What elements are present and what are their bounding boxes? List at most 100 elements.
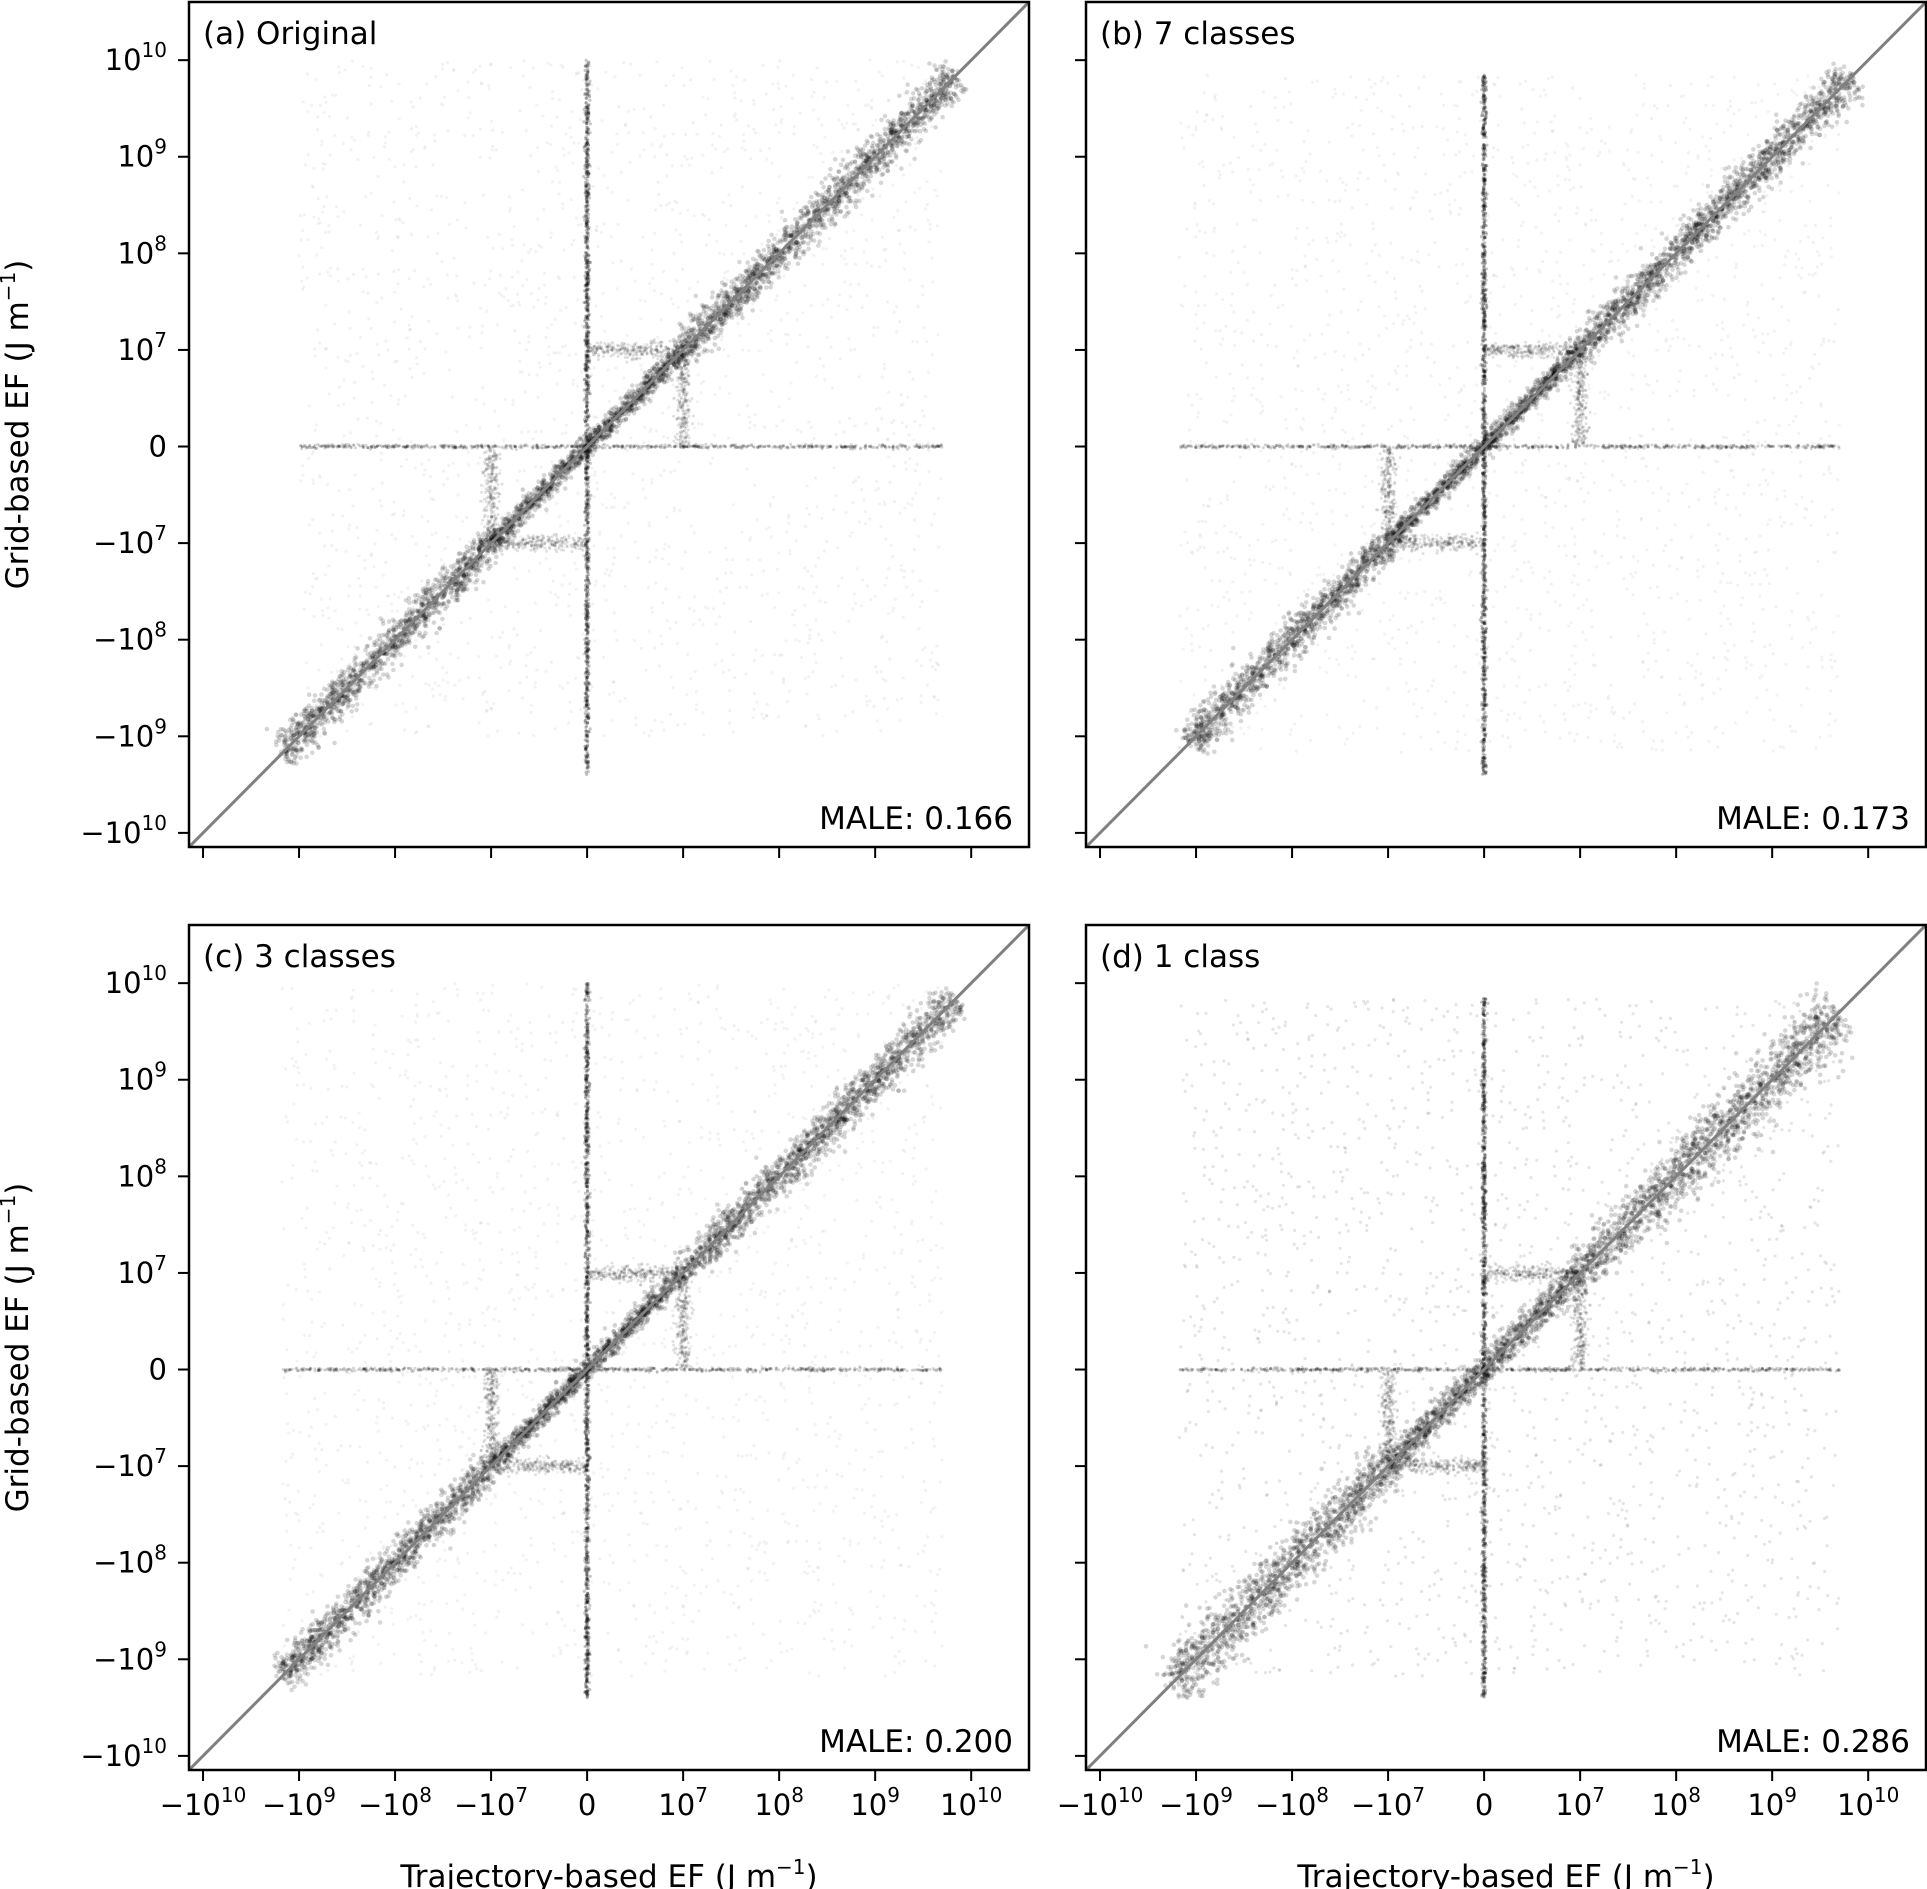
scatter-point: [342, 700, 347, 705]
scatter-point: [752, 127, 756, 131]
scatter-point: [507, 527, 512, 533]
scatter-point: [807, 224, 813, 230]
scatter-point: [343, 359, 347, 363]
scatter-point: [331, 513, 335, 517]
scatter-point: [454, 582, 460, 587]
scatter-point: [701, 95, 705, 99]
scatter-point: [318, 701, 322, 705]
scatter-point: [469, 552, 475, 558]
scatter-point: [343, 694, 349, 700]
scatter-point: [346, 697, 350, 701]
scatter-point: [456, 493, 460, 497]
scatter-point: [391, 627, 396, 633]
scatter-point: [706, 97, 710, 101]
scatter-point: [441, 678, 445, 682]
scatter-point: [909, 503, 913, 507]
scatter-point: [937, 64, 943, 69]
scatter-point: [346, 594, 350, 598]
scatter-point: [817, 239, 822, 244]
scatter-point: [803, 566, 807, 570]
scatter-point: [699, 391, 703, 395]
scatter-point: [875, 143, 880, 148]
scatter-point: [565, 470, 570, 476]
scatter-point: [628, 62, 633, 66]
scatter-point: [665, 354, 671, 360]
scatter-point: [567, 151, 571, 155]
scatter-point: [606, 186, 610, 190]
scatter-point: [648, 429, 652, 433]
scatter-point: [805, 484, 809, 488]
scatter-point: [430, 532, 434, 537]
scatter-point: [850, 607, 855, 611]
scatter-point: [452, 67, 456, 71]
scatter-point: [688, 163, 692, 167]
scatter-point: [933, 125, 938, 130]
scatter-point: [837, 293, 842, 297]
scatter-point: [942, 93, 947, 99]
scatter-point: [423, 146, 427, 150]
scatter-point: [574, 587, 578, 591]
scatter-point: [641, 131, 645, 135]
scatter-point: [634, 716, 638, 720]
scatter-point: [660, 365, 664, 369]
scatter-point: [557, 514, 561, 519]
scatter-point: [768, 270, 772, 274]
scatter-point: [709, 461, 713, 466]
scatter-point: [302, 738, 308, 744]
scatter-point: [623, 123, 628, 128]
scatter-point: [327, 224, 331, 228]
scatter-point: [516, 610, 520, 614]
scatter-point: [484, 709, 488, 713]
scatter-point: [772, 236, 777, 241]
scatter-point: [313, 725, 319, 731]
scatter-point: [878, 180, 884, 186]
scatter-point: [364, 195, 368, 199]
scatter-point: [915, 123, 920, 127]
scatter-point: [899, 564, 903, 568]
scatter-point: [911, 109, 916, 113]
scatter-point: [806, 569, 810, 573]
scatter-point: [472, 568, 477, 573]
scatter-point: [770, 161, 774, 165]
scatter-point: [902, 251, 907, 255]
scatter-point: [611, 406, 616, 411]
scatter-point: [662, 372, 668, 378]
scatter-point: [693, 670, 698, 674]
scatter-point: [568, 450, 574, 455]
scatter-point: [924, 82, 930, 87]
scatter-point: [774, 298, 778, 302]
scatter-point: [782, 250, 788, 255]
scatter-point: [441, 666, 445, 670]
scatter-point: [384, 339, 388, 343]
scatter-point: [917, 186, 922, 190]
scatter-point: [710, 171, 714, 175]
scatter-point: [543, 271, 547, 276]
scatter-point: [518, 469, 522, 473]
scatter-point: [508, 209, 512, 213]
scatter-point: [559, 308, 563, 312]
scatter-point: [556, 595, 560, 599]
scatter-point: [604, 70, 608, 74]
scatter-point: [538, 535, 542, 539]
scatter-point: [803, 524, 807, 528]
scatter-point: [661, 103, 666, 107]
scatter-point: [696, 422, 701, 426]
scatter-point: [662, 468, 666, 473]
scatter-point: [841, 180, 846, 185]
scatter-point: [715, 305, 721, 311]
scatter-point: [509, 659, 513, 663]
scatter-point: [579, 454, 585, 460]
scatter-point: [654, 429, 659, 433]
scatter-point: [409, 127, 414, 131]
scatter-point: [490, 635, 494, 639]
scatter-point: [368, 723, 372, 727]
scatter-point: [619, 534, 623, 538]
scatter-point: [871, 123, 875, 127]
scatter-point: [712, 335, 718, 341]
scatter-point: [397, 82, 401, 86]
scatter-point: [926, 448, 931, 453]
scatter-point: [407, 616, 413, 621]
scatter-point: [396, 282, 400, 286]
scatter-point: [358, 664, 364, 669]
scatter-point: [804, 723, 808, 728]
